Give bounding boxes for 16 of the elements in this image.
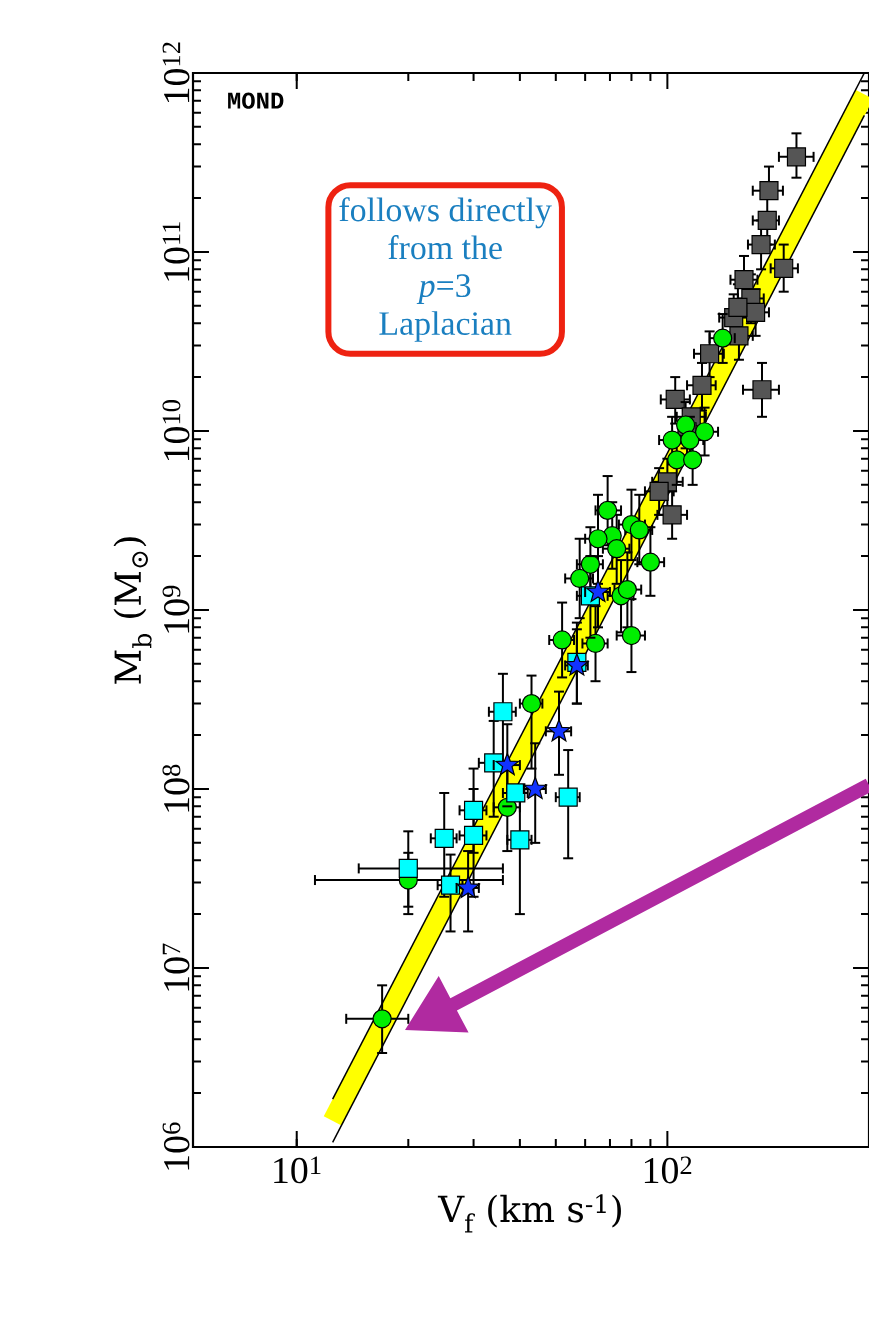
annotation: MOND: [228, 92, 284, 109]
y-tick-label: 10$^{11}$: [162, 222, 190, 281]
y-tick-label: 10$^{12}$: [162, 42, 190, 103]
annotation: from the: [388, 235, 502, 260]
y-axis-title: M$_{b}$ (M$_{⊙}$): [113, 537, 152, 684]
annotation: Laplacian: [379, 311, 512, 342]
y-tick-label: 10$^{9}$: [162, 585, 190, 633]
y-tick-label: 10$^{6}$: [162, 1122, 190, 1170]
y-tick-label: 10$^{10}$: [162, 400, 190, 461]
annotation: p=3: [416, 274, 471, 304]
y-tick-label: 10$^{8}$: [162, 764, 190, 812]
y-tick-label: 10$^{7}$: [162, 943, 190, 991]
annotation: follows directly: [339, 197, 552, 229]
x-axis-title: V$_{f}$ (km s$^{-1}$): [437, 1194, 621, 1233]
x-tick-label: 10$^{2}$: [644, 1156, 692, 1184]
x-tick-label: 10$^{1}$: [274, 1156, 321, 1184]
